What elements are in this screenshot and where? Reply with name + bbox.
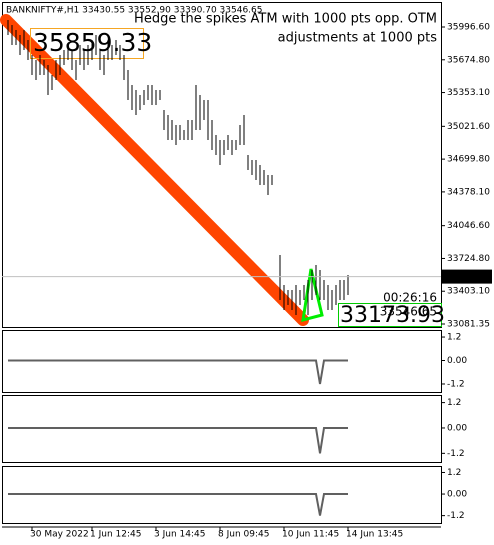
y-tick-label: 35996.60 [447,23,490,33]
y-tick-label: -1.2 [447,449,465,459]
indicator-line [8,426,348,454]
y-tick-label: 34699.80 [447,155,490,165]
y-tick-label: 0.00 [447,423,467,433]
indicator-line [8,493,348,516]
y-tick-label: 1.2 [447,333,461,343]
x-tick-label: 14 Jun 13:45 [346,530,403,540]
last-price-box [442,269,492,284]
x-tick-label: 30 May 2022 [30,530,89,540]
y-tick-label: -1.2 [447,379,465,389]
last-price-text: 33546.65 [380,305,437,319]
chart-title: BANKNIFTY#,H1 33430.55 33552.90 33390.70… [6,6,262,16]
indicator-panel [2,330,442,393]
y-tick-label: 33081.35 [447,320,490,330]
indicator-panel [2,466,442,524]
level-label: 35859.33 [33,28,152,57]
indicator-line [8,359,348,385]
y-tick-label: 33724.80 [447,254,490,264]
x-tick-label: 8 Jun 09:45 [218,530,269,540]
annotation: Hedge the spikes ATM with 1000 pts opp. … [134,12,437,27]
y-tick-label: 33403.10 [447,287,490,297]
last-price-label: 33546.65 [444,272,487,282]
y-tick-label: 35674.80 [447,55,490,65]
y-tick-label: 1.2 [447,468,461,478]
y-tick-label: 34046.60 [447,221,490,231]
y-tick-label: 1.2 [447,398,461,408]
annotation: adjustments at 1000 pts [278,31,438,46]
indicator-panel [2,395,442,463]
main-panel [2,2,442,328]
x-tick-label: 1 Jun 12:45 [90,530,141,540]
y-tick-label: 0.00 [447,356,467,366]
y-tick-label: 35021.60 [447,122,490,132]
x-tick-label: 3 Jun 14:45 [154,530,205,540]
level-label: 33173.93 [340,303,445,328]
y-tick-label: -1.2 [447,511,465,521]
y-tick-label: 34378.10 [447,187,490,197]
level-box [30,28,144,59]
trend-line [0,14,309,326]
level-box [338,303,442,327]
y-tick-label: 35353.10 [447,88,490,98]
x-tick-label: 10 Jun 11:45 [282,530,339,540]
y-tick-label: 0.00 [447,490,467,500]
bar-timer: 00:26:16 [383,291,437,305]
